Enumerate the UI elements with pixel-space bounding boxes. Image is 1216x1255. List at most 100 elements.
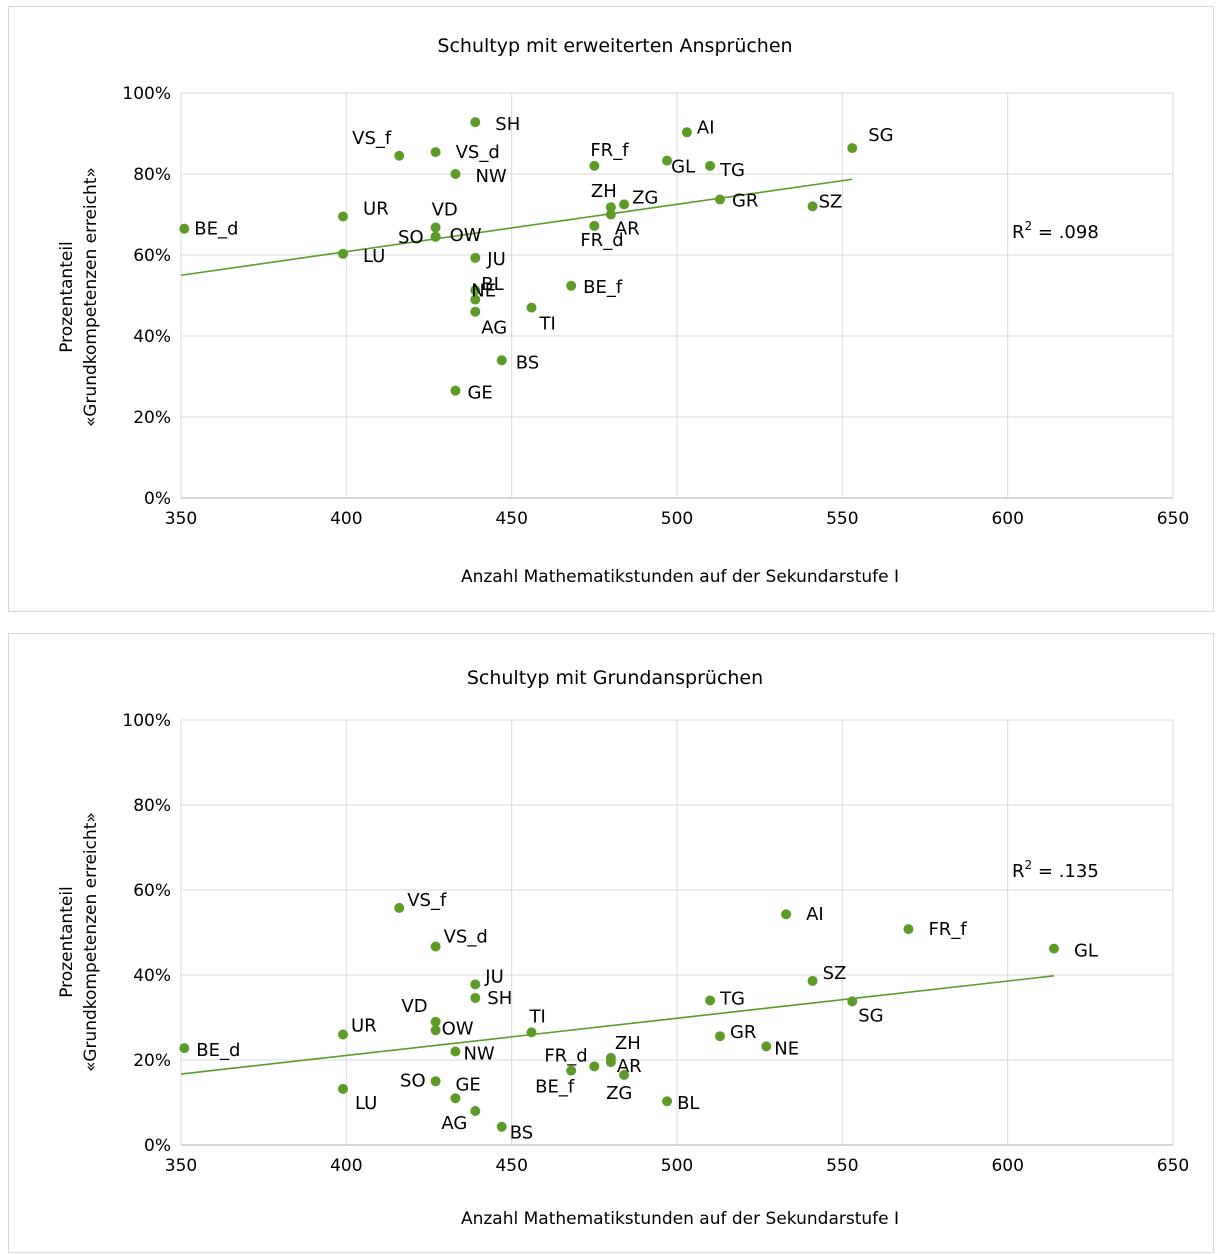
point-label-gl: GL: [1074, 941, 1098, 962]
x-tick-label: 650: [1157, 1156, 1189, 1176]
point-label-zg: ZG: [606, 1083, 632, 1104]
data-point-ur: [338, 1029, 349, 1040]
point-label-so: SO: [400, 1070, 426, 1091]
x-tick-label: 500: [661, 509, 693, 529]
y-tick-label: 60%: [133, 246, 171, 266]
x-tick-label: 500: [661, 1156, 693, 1176]
point-label-ge: GE: [455, 1074, 480, 1095]
point-label-bl: BL: [677, 1093, 699, 1114]
point-label-ag: AG: [441, 1113, 467, 1134]
point-label-sz: SZ: [819, 191, 843, 212]
point-label-ow: OW: [442, 1018, 474, 1039]
data-point-ow: [430, 1025, 441, 1036]
x-tick-label: 350: [165, 1156, 197, 1176]
data-point-ai: [781, 909, 792, 920]
point-label-vs-f: VS_f: [407, 890, 447, 911]
point-label-zh: ZH: [591, 181, 617, 202]
data-point-zg: [619, 199, 630, 210]
data-point-bl: [662, 1096, 673, 1107]
plot-area: 350 400 450 500 550 600 650 0% 20% 40% 60% 80% 100% B…: [122, 84, 1189, 529]
point-label-nw: NW: [463, 1044, 494, 1065]
data-point-zh: [605, 202, 616, 213]
point-label-ag: AG: [481, 318, 507, 339]
y-tick-label: 40%: [133, 327, 171, 347]
y-tick-label: 40%: [133, 966, 171, 986]
data-point-ge: [450, 385, 461, 396]
y-tick-label: 100%: [122, 711, 171, 731]
data-point-vs-d: [430, 147, 441, 158]
x-tick-label: 600: [991, 509, 1023, 529]
data-point-fr-d: [589, 1061, 600, 1072]
data-point-ne: [761, 1041, 772, 1052]
r-squared-label: R2 = .135: [1012, 858, 1099, 882]
data-point-ju: [470, 979, 481, 990]
data-point-tg: [705, 160, 716, 171]
r-squared-value: .135: [1059, 861, 1099, 882]
data-point-lu: [338, 248, 349, 259]
data-point-vd: [430, 1016, 441, 1027]
data-point-vs-f: [394, 150, 405, 161]
data-point-ai: [681, 127, 692, 138]
chart-panel-extended: Schultyp mit erweiterten Ansprüchen Proz…: [8, 6, 1214, 612]
x-axis-title: Anzahl Mathematikstunden auf der Sekunda…: [461, 1209, 899, 1229]
data-point-tg: [705, 995, 716, 1006]
y-tick-label: 60%: [133, 881, 171, 901]
trendline: [180, 178, 853, 277]
r-squared-prefix: R: [1012, 861, 1025, 882]
data-point-gl: [1048, 943, 1059, 954]
data-point-ju: [470, 252, 481, 263]
point-label-bs: BS: [516, 352, 539, 373]
data-point-ag: [470, 1106, 481, 1116]
y-tick-label: 20%: [133, 1051, 171, 1071]
plot-area: 350 400 450 500 550 600 650 0% 20% 40% 60% 80% 100% B…: [122, 711, 1189, 1176]
data-point-bs: [496, 1121, 507, 1132]
point-label-lu: LU: [363, 246, 385, 267]
point-label-be-d: BE_d: [194, 219, 238, 240]
data-point-nw: [450, 169, 461, 179]
data-point-sh: [470, 992, 481, 1003]
y-axis-title-line1: Prozentanteil: [57, 241, 77, 353]
point-label-sh: SH: [495, 114, 520, 135]
point-label-ar: AR: [615, 219, 640, 240]
data-point-ti: [526, 1027, 537, 1038]
data-point-sh: [470, 117, 481, 128]
data-point-ti: [526, 302, 537, 313]
point-label-ju: JU: [484, 966, 503, 987]
point-label-ne: NE: [774, 1038, 799, 1059]
point-label-bl: BL: [481, 274, 503, 295]
point-label-ne: NE: [471, 281, 496, 302]
data-point-sg: [847, 143, 858, 154]
point-label-fr-f: FR_f: [928, 919, 967, 940]
x-axis-title: Anzahl Mathematikstunden auf der Sekunda…: [461, 567, 899, 587]
y-tick-label: 80%: [133, 796, 171, 816]
point-label-sz: SZ: [823, 963, 847, 984]
y-tick-label: 80%: [133, 165, 171, 185]
point-label-zg: ZG: [632, 187, 658, 208]
y-tick-label: 0%: [144, 489, 171, 509]
point-label-ti: TI: [539, 314, 556, 335]
point-label-ti: TI: [529, 1006, 546, 1027]
point-label-vd: VD: [401, 996, 427, 1017]
data-point-nw: [450, 1046, 461, 1057]
x-tick-label: 350: [165, 509, 197, 529]
point-label-ge: GE: [467, 383, 492, 404]
y-axis-title-line1: Prozentanteil: [57, 886, 77, 998]
data-point-be-f: [566, 280, 577, 291]
data-point-ar: [605, 209, 616, 220]
data-point-vs-d: [430, 941, 441, 952]
r-squared-superscript: 2: [1025, 219, 1033, 233]
data-point-lu: [338, 1083, 349, 1094]
data-point-be-d: [179, 1043, 190, 1054]
data-point-fr-f: [589, 160, 600, 171]
data-point-fr-f: [903, 924, 914, 935]
r-squared-equals: =: [1032, 222, 1059, 243]
point-label-gl: GL: [671, 157, 695, 178]
r-squared-label: R2 = .098: [1012, 219, 1099, 243]
data-point-be-d: [179, 223, 190, 234]
x-tick-label: 450: [495, 1156, 527, 1176]
data-point-gr: [714, 1031, 725, 1042]
point-label-so: SO: [398, 227, 424, 248]
point-label-ju: JU: [486, 249, 505, 270]
point-label-be-f: BE_f: [535, 1077, 575, 1098]
data-point-ag: [470, 306, 481, 317]
